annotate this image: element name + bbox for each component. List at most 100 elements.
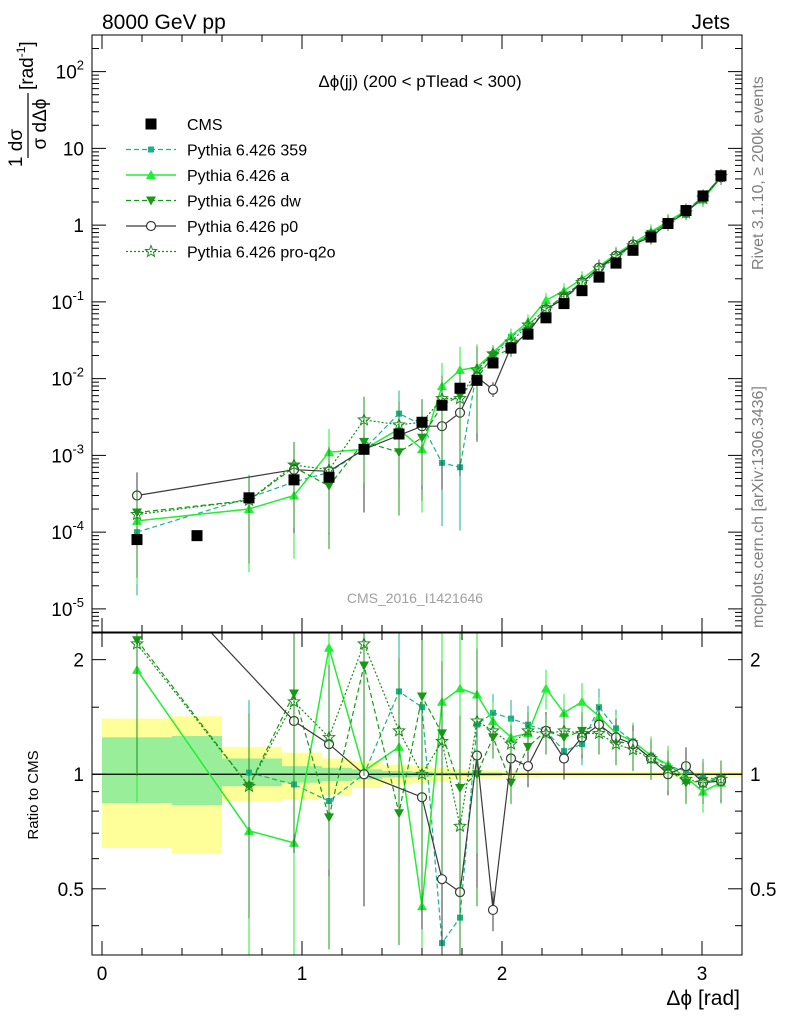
- data-point-cms: [358, 443, 370, 455]
- main-ytick-label: 10-4: [51, 518, 84, 544]
- data-point-pro: [521, 317, 535, 331]
- data-point-cms: [540, 312, 552, 324]
- ratio-point-pro: [609, 736, 623, 750]
- data-point-cms: [715, 170, 727, 182]
- series-line-p0: [136, 176, 722, 497]
- main-ytick-exp: -4: [72, 518, 84, 533]
- legend-marker-a: [146, 170, 156, 179]
- main-ytick-label: 1: [73, 216, 84, 237]
- ratio-point-pro: [287, 694, 301, 708]
- legend-entry-p0: Pythia 6.426 p0: [126, 219, 298, 236]
- main-frame: [91, 34, 743, 633]
- main-ytick-exp: 2: [77, 58, 84, 73]
- data-point-pro: [486, 346, 500, 360]
- ratio-panel: 0 1 2 3 0.5 0.5 1 1 2 2 Ratio to CMS Δϕ [rad]: [25, 632, 776, 1010]
- ratio-point-pro: [575, 726, 589, 740]
- ylabel-denominator: σ dΔϕ: [30, 99, 51, 150]
- data-point-a: [541, 295, 551, 305]
- ratio-point-dw: [417, 692, 427, 702]
- ratio-point-pro: [644, 751, 658, 765]
- ratio-ytick-label: 0.5: [58, 880, 84, 901]
- main-ytick-base: 10: [51, 446, 72, 467]
- ratio-point-a: [455, 683, 465, 693]
- main-ytick-label: 10-2: [51, 365, 84, 391]
- ratio-xtick-label: 0: [97, 964, 108, 985]
- ratio-bands: [92, 716, 742, 854]
- ylabel-unit-base: [rad: [17, 57, 38, 90]
- series-cms: [131, 170, 727, 546]
- data-point-cms: [697, 190, 709, 202]
- ratio-series-group: [130, 633, 728, 955]
- mcplots-label: mcplots.cern.ch [arXiv:1306.3436]: [750, 386, 767, 628]
- legend-marker-dw: [146, 196, 156, 206]
- data-point-cms: [243, 492, 255, 504]
- ratio-axes: 0 1 2 3 0.5 0.5 1 1 2 2: [58, 633, 776, 985]
- ratio-ytick-label: 2: [73, 651, 84, 672]
- data-point-pro: [453, 391, 467, 405]
- data-point-cms: [471, 374, 483, 386]
- legend-entry-pro: Pythia 6.426 pro-q2o: [126, 244, 336, 262]
- ratio-xtick-label: 2: [497, 964, 508, 985]
- ratio-xtick-label: 3: [697, 964, 708, 985]
- legend-label-cms: CMS: [187, 117, 223, 134]
- energy-label: 8000 GeV pp: [102, 11, 226, 34]
- main-ytick-base: 10: [63, 139, 84, 160]
- band-inner: [172, 736, 222, 806]
- data-point-pro: [130, 507, 144, 521]
- data-point-cms: [610, 257, 622, 269]
- data-point-cms: [505, 342, 517, 354]
- series-line-pro: [136, 176, 722, 516]
- ratio-point-pro: [322, 729, 336, 744]
- ratio-point-p0: [487, 904, 499, 916]
- data-point-cms: [627, 244, 639, 256]
- data-point-cms: [645, 231, 657, 243]
- data-point-cms: [558, 298, 570, 310]
- legend-marker-pro: [144, 244, 158, 258]
- legend-entry-p359: Pythia 6.426 359: [126, 143, 307, 160]
- data-point-cms: [323, 471, 335, 483]
- ratio-series-pro: [130, 633, 728, 955]
- data-point-cms: [454, 382, 466, 394]
- ratio-series-p359: [246, 633, 724, 955]
- data-point-cms: [288, 474, 300, 486]
- data-point-pro: [357, 412, 371, 426]
- data-point-pro: [592, 261, 606, 275]
- ratio-ytick-label: 1: [73, 765, 84, 786]
- data-point-a: [455, 364, 465, 374]
- main-ytick-label: 102: [56, 58, 84, 84]
- ratio-point-pro: [504, 736, 518, 750]
- x-axis-label: Δϕ [rad]: [666, 987, 740, 1010]
- analysis-watermark: CMS_2016_I1421646: [347, 590, 483, 606]
- legend-label-p0: Pythia 6.426 p0: [187, 219, 298, 236]
- main-ylabel: 1 dσ σ dΔϕ [rad-1]: [6, 41, 51, 167]
- ratio-point-pro: [592, 726, 606, 740]
- ratio-point-pro: [696, 775, 710, 789]
- ratio-point-pro: [392, 723, 406, 737]
- ratio-point-p0: [436, 874, 448, 885]
- data-point-cms: [576, 285, 588, 297]
- data-point-cms: [662, 218, 674, 230]
- ratio-point-pro: [679, 771, 693, 786]
- data-point-cms: [522, 328, 534, 340]
- data-point-cms: [191, 530, 203, 542]
- main-ytick-label: 10: [63, 139, 84, 160]
- ratio-point-pro: [242, 778, 256, 793]
- ratio-point-pro: [714, 771, 728, 786]
- main-ytick-base: 10: [51, 523, 72, 544]
- ylabel-unit-exp: -1: [14, 46, 28, 57]
- legend-marker-cms: [145, 118, 157, 130]
- ylabel-numerator: 1 dσ: [6, 129, 27, 167]
- ratio-point-pro: [557, 723, 571, 737]
- main-ytick-base: 10: [51, 600, 72, 621]
- ratio-point-pro: [521, 723, 535, 737]
- ratio-point-pro: [626, 742, 640, 756]
- ylabel-unit: [rad-1]: [14, 41, 38, 90]
- ratio-point-pro: [661, 761, 675, 776]
- legend-label-p359: Pythia 6.426 359: [187, 143, 307, 160]
- ratio-point-pro: [486, 723, 500, 737]
- ratio-ytick-label-right: 2: [750, 651, 761, 672]
- legend-entry-cms: CMS: [145, 117, 223, 134]
- ratio-ylabel: Ratio to CMS: [25, 750, 42, 839]
